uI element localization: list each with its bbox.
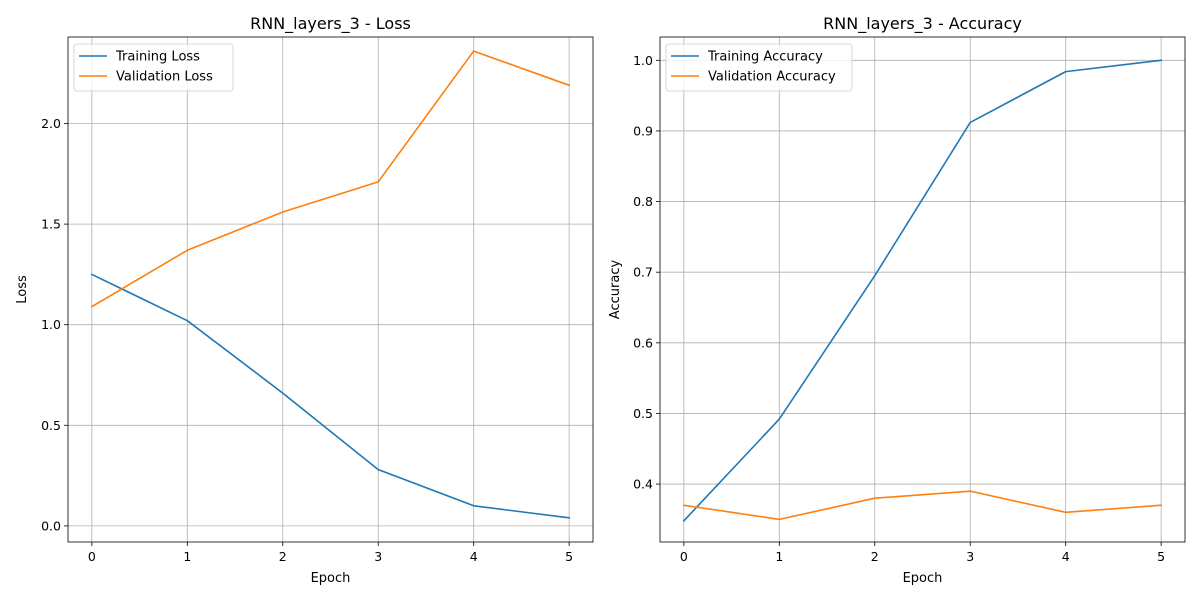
x-tick-label: 0 [680,549,688,564]
x-tick-label: 5 [565,549,573,564]
axes: 0 1 2 3 4 5 0.0 0.5 1.0 1.5 2.0 [41,36,594,564]
x-tick-label: 3 [374,549,382,564]
legend-box [665,43,853,92]
x-tick-label: 1 [775,549,783,564]
plot-frame [67,36,594,543]
accuracy-chart: 0 1 2 3 4 5 0.4 0.5 0.6 0.7 0.8 0.9 1.0 RNN_layers_3 … [608,14,1186,586]
legend: Training Loss Validation Loss [73,43,234,92]
y-axis-label: Loss [15,275,30,304]
chart-title: RNN_layers_3 - Loss [250,14,411,34]
series-line [90,50,571,308]
x-tick-label: 0 [88,549,96,564]
y-tick-label: 1.5 [41,217,61,232]
x-axis-label: Epoch [903,571,943,586]
legend: Training Accuracy Validation Accuracy [665,43,853,92]
chart-title: RNN_layers_3 - Accuracy [823,14,1022,34]
legend-box [73,43,234,92]
loss-chart: 0 1 2 3 4 5 0.0 0.5 1.0 1.5 2.0 RNN_layers_3 - Loss… [15,14,594,586]
y-tick-label: 0.0 [41,518,61,533]
grid [68,37,593,542]
y-tick-label: 0.4 [633,477,653,492]
series-line [90,273,571,519]
legend-label: Training Accuracy [707,50,823,65]
x-tick-label: 4 [1062,549,1070,564]
x-tick-label: 2 [871,549,879,564]
y-tick-label: 0.5 [633,406,653,421]
legend-label: Training Loss [115,50,200,65]
x-tick-label: 4 [470,549,478,564]
y-axis-label: Accuracy [608,260,623,320]
axes: 0 1 2 3 4 5 0.4 0.5 0.6 0.7 0.8 0.9 1.0 [633,36,1186,564]
x-tick-label: 3 [966,549,974,564]
y-tick-label: 1.0 [633,53,653,68]
series-line [682,59,1163,522]
y-tick-label: 0.9 [633,123,653,138]
series-lines [682,59,1163,522]
y-tick-label: 0.6 [633,335,653,350]
series-line [682,490,1162,521]
legend-label: Validation Loss [116,70,213,85]
y-tick-label: 2.0 [41,116,61,131]
legend-label: Validation Accuracy [708,70,836,85]
y-tick-label: 1.0 [41,317,61,332]
x-axis-label: Epoch [311,571,351,586]
y-tick-label: 0.8 [633,194,653,209]
y-tick-label: 0.7 [633,265,653,280]
grid [660,37,1185,542]
x-tick-label: 2 [279,549,287,564]
x-tick-label: 5 [1157,549,1165,564]
plot-frame [659,36,1186,543]
y-tick-label: 0.5 [41,418,61,433]
series-lines [90,50,571,519]
x-tick-label: 1 [183,549,191,564]
